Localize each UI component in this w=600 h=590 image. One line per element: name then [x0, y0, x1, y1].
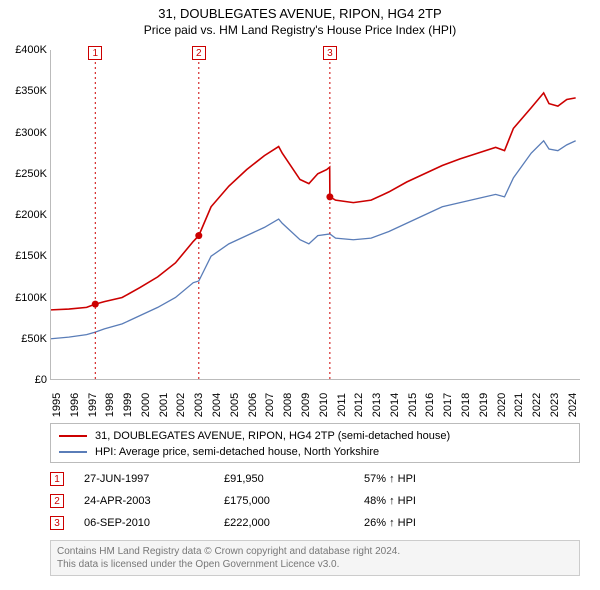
x-axis-label: 1998: [104, 393, 116, 417]
sale-row: 1 27-JUN-1997£91,95057% ↑ HPI: [50, 468, 580, 490]
sale-row-marker: 1: [50, 472, 64, 486]
x-axis-label: 2014: [389, 393, 401, 417]
x-axis-label: 2005: [229, 393, 241, 417]
x-axis-label: 2009: [300, 393, 312, 417]
chart-svg: [51, 50, 581, 380]
x-axis-label: 2006: [247, 393, 259, 417]
sale-marker-box: 3: [323, 46, 337, 60]
legend-item: 31, DOUBLEGATES AVENUE, RIPON, HG4 2TP (…: [59, 428, 571, 444]
y-axis-label: £200K: [3, 209, 47, 221]
chart-title-main: 31, DOUBLEGATES AVENUE, RIPON, HG4 2TP: [0, 6, 600, 21]
sale-marker-box: 2: [192, 46, 206, 60]
x-axis-label: 2021: [513, 393, 525, 417]
sales-list: 1 27-JUN-1997£91,95057% ↑ HPI 2 24-APR-2003…: [50, 468, 580, 534]
x-axis-label: 2023: [549, 393, 561, 417]
legend-swatch: [59, 435, 87, 437]
footer-line-2: This data is licensed under the Open Gov…: [57, 558, 573, 571]
x-axis-label: 1996: [69, 393, 81, 417]
page-root: 31, DOUBLEGATES AVENUE, RIPON, HG4 2TP P…: [0, 0, 600, 590]
x-axis-label: 2000: [140, 393, 152, 417]
sale-marker-dot: [326, 193, 333, 200]
sale-row-date: 06-SEP-2010: [84, 517, 224, 529]
x-axis-label: 2007: [264, 393, 276, 417]
sale-row-pct: 57% ↑ HPI: [364, 473, 464, 485]
chart-titles: 31, DOUBLEGATES AVENUE, RIPON, HG4 2TP P…: [0, 0, 600, 37]
x-axis-label: 2003: [193, 393, 205, 417]
x-axis-label: 2012: [353, 393, 365, 417]
sale-row: 3 06-SEP-2010£222,00026% ↑ HPI: [50, 512, 580, 534]
legend-item: HPI: Average price, semi-detached house,…: [59, 444, 571, 460]
chart-plot: £0£50K£100K£150K£200K£250K£300K£350K£400…: [50, 50, 580, 380]
y-axis-label: £50K: [3, 333, 47, 345]
series-hpi: [51, 141, 576, 339]
y-axis-label: £300K: [3, 127, 47, 139]
x-axis-label: 2022: [531, 393, 543, 417]
sale-row: 2 24-APR-2003£175,00048% ↑ HPI: [50, 490, 580, 512]
x-axis-label: 2008: [282, 393, 294, 417]
x-axis-label: 2020: [496, 393, 508, 417]
x-axis-label: 2019: [478, 393, 490, 417]
sale-row-marker: 3: [50, 516, 64, 530]
sale-row-pct: 26% ↑ HPI: [364, 517, 464, 529]
sale-row-date: 24-APR-2003: [84, 495, 224, 507]
sale-row-marker: 2: [50, 494, 64, 508]
y-axis-label: £350K: [3, 85, 47, 97]
x-axis-label: 2010: [318, 393, 330, 417]
x-axis-label: 2013: [371, 393, 383, 417]
legend-swatch: [59, 451, 87, 453]
sale-row-pct: 48% ↑ HPI: [364, 495, 464, 507]
x-axis-label: 1997: [87, 393, 99, 417]
footer-notice: Contains HM Land Registry data © Crown c…: [50, 540, 580, 576]
series-property: [51, 93, 576, 310]
sale-marker-dot: [195, 232, 202, 239]
x-axis-label: 2004: [211, 393, 223, 417]
y-axis-label: £250K: [3, 168, 47, 180]
chart-area: £0£50K£100K£150K£200K£250K£300K£350K£400…: [50, 50, 580, 380]
sale-row-price: £91,950: [224, 473, 364, 485]
sale-row-price: £222,000: [224, 517, 364, 529]
x-axis-label: 1999: [122, 393, 134, 417]
x-axis-label: 2015: [407, 393, 419, 417]
x-axis-label: 2016: [424, 393, 436, 417]
x-axis-label: 1995: [51, 393, 63, 417]
x-axis-label: 2011: [336, 393, 348, 417]
x-axis-label: 2018: [460, 393, 472, 417]
x-axis-label: 2024: [567, 393, 579, 417]
chart-legend: 31, DOUBLEGATES AVENUE, RIPON, HG4 2TP (…: [50, 423, 580, 463]
sale-marker-dot: [92, 301, 99, 308]
legend-label: 31, DOUBLEGATES AVENUE, RIPON, HG4 2TP (…: [95, 430, 450, 442]
sale-row-date: 27-JUN-1997: [84, 473, 224, 485]
x-axis-label: 2017: [442, 393, 454, 417]
chart-title-sub: Price paid vs. HM Land Registry's House …: [0, 23, 600, 37]
y-axis-label: £100K: [3, 292, 47, 304]
x-axis-label: 2001: [158, 393, 170, 417]
legend-label: HPI: Average price, semi-detached house,…: [95, 446, 379, 458]
x-axis-label: 2002: [175, 393, 187, 417]
y-axis-label: £150K: [3, 250, 47, 262]
footer-line-1: Contains HM Land Registry data © Crown c…: [57, 545, 573, 558]
y-axis-label: £0: [3, 374, 47, 386]
y-axis-label: £400K: [3, 44, 47, 56]
sale-marker-box: 1: [88, 46, 102, 60]
sale-row-price: £175,000: [224, 495, 364, 507]
